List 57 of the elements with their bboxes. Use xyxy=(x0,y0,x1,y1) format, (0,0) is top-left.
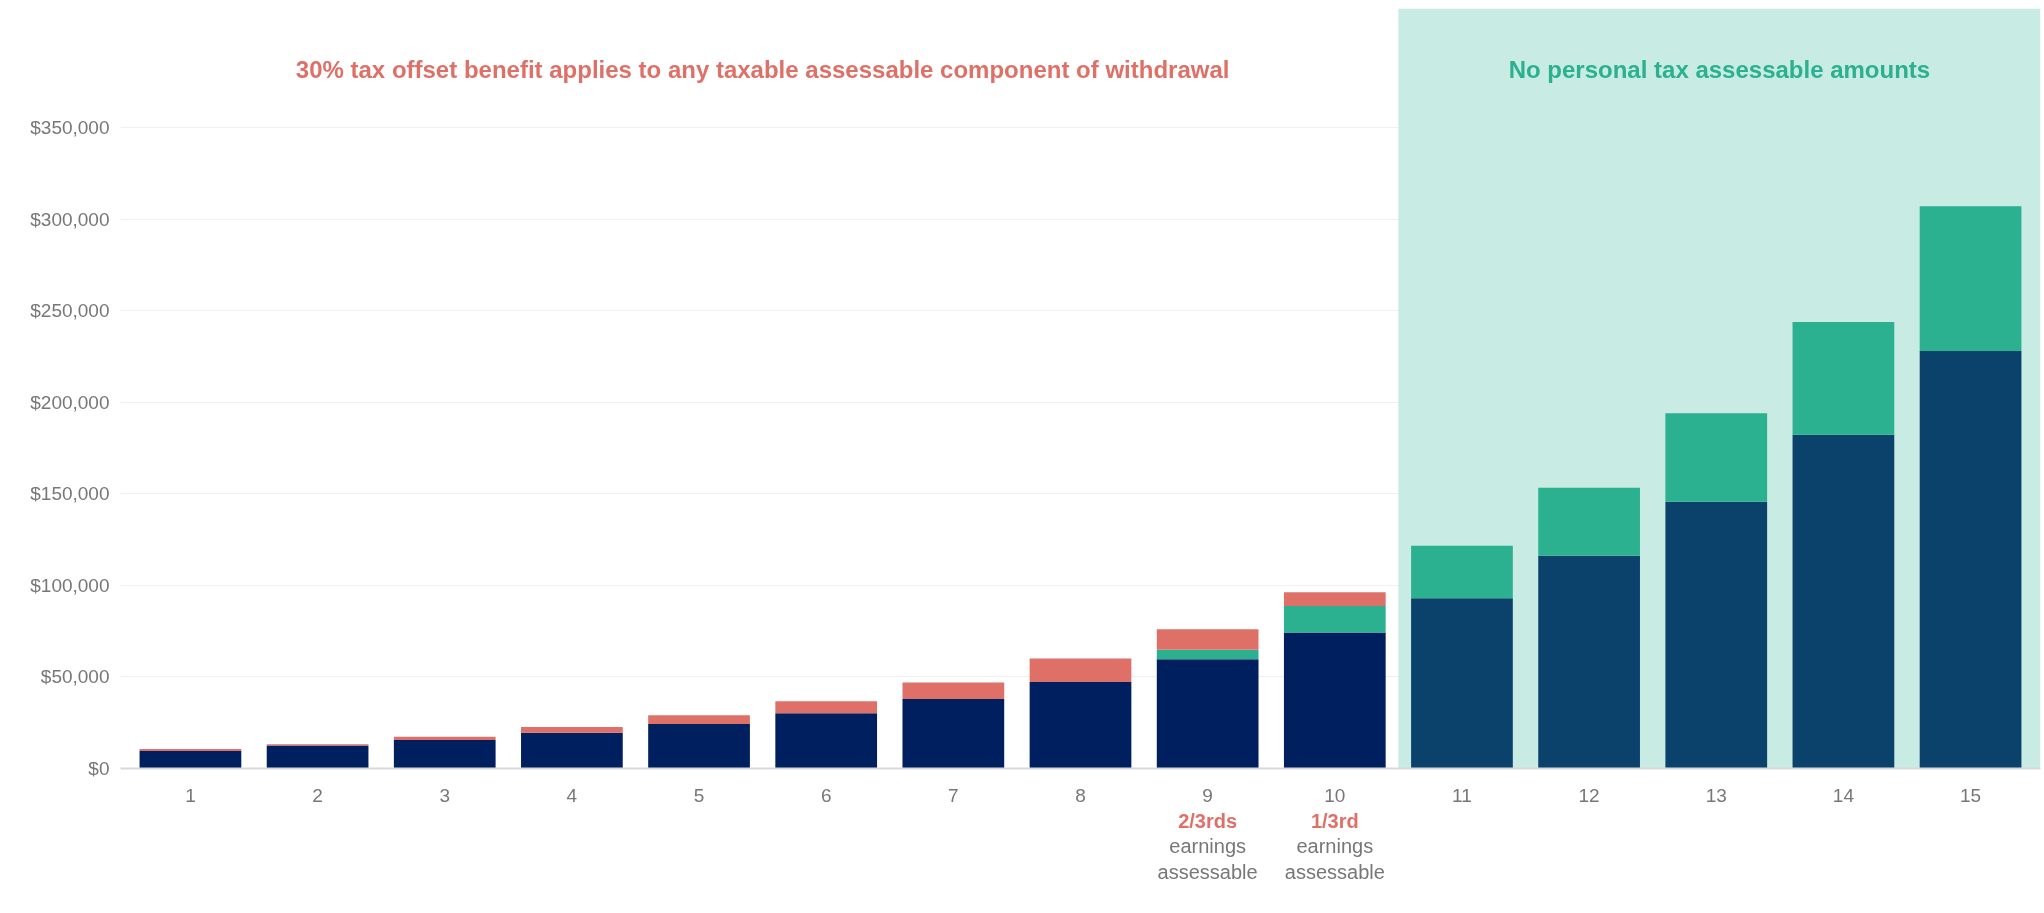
bar xyxy=(1029,658,1132,682)
bar xyxy=(1156,649,1259,660)
bar xyxy=(1029,681,1132,769)
x-tick-label: 6 xyxy=(820,784,832,806)
x-tick-label: 14 xyxy=(1832,784,1855,806)
bar xyxy=(1665,413,1768,502)
bar xyxy=(1283,605,1386,633)
x-tick-label: 5 xyxy=(693,784,705,806)
bar xyxy=(1156,629,1259,650)
bar xyxy=(1283,592,1386,606)
x-tick-label: 9 xyxy=(1202,784,1213,806)
y-tick-label: $350,000 xyxy=(30,117,110,139)
text: 30% tax offset benefit applies to any taxable assessable component of withdrawal xyxy=(295,55,1230,83)
bar xyxy=(521,727,623,733)
y-tick-label: $150,000 xyxy=(30,483,110,505)
y-tick-label: $200,000 xyxy=(30,391,110,413)
bar xyxy=(1792,322,1895,435)
y-tick-label: $0 xyxy=(88,758,110,779)
bar xyxy=(902,682,1005,700)
bar xyxy=(1919,350,2022,769)
bar xyxy=(1665,501,1768,769)
bar xyxy=(1156,659,1259,769)
bar xyxy=(266,745,369,769)
x-tick-label: 10 xyxy=(1324,784,1346,806)
bar xyxy=(1283,632,1386,769)
bar xyxy=(1411,598,1513,769)
bar xyxy=(393,736,496,740)
x-tick-label: 11 xyxy=(1452,784,1472,806)
y-tick-label: $250,000 xyxy=(30,300,110,322)
bar xyxy=(648,715,750,724)
y-tick-label: $50,000 xyxy=(40,666,110,688)
bar xyxy=(775,713,878,769)
bar xyxy=(521,732,623,769)
bar xyxy=(648,724,750,769)
y-tick-label: $300,000 xyxy=(30,208,110,230)
x-tick-label: 2 xyxy=(312,784,323,806)
bar xyxy=(1792,434,1895,769)
bar xyxy=(775,701,878,714)
x-tick-label: 4 xyxy=(566,784,578,806)
bar xyxy=(1538,487,1640,556)
band-label: No personal tax assessable amounts xyxy=(1508,55,1931,83)
x-tick-label: 13 xyxy=(1705,784,1727,806)
x-tick-label: 7 xyxy=(948,784,959,806)
x-tick-label: 1 xyxy=(185,784,196,806)
bar xyxy=(1919,206,2022,351)
x-tick-label: 3 xyxy=(439,784,451,806)
bar xyxy=(1411,545,1513,599)
x-tick-label: 12 xyxy=(1578,784,1600,806)
x-tick-label: 8 xyxy=(1075,784,1086,806)
text: 1/3rd earnings assessable xyxy=(1284,809,1385,883)
bar xyxy=(902,699,1005,769)
bar xyxy=(1538,555,1640,769)
bar xyxy=(139,750,242,769)
y-tick-label: $100,000 xyxy=(30,574,110,596)
bar xyxy=(393,739,496,769)
x-tick-label: 15 xyxy=(1960,784,1982,806)
text: 2/3rds earnings assessable xyxy=(1157,809,1258,883)
